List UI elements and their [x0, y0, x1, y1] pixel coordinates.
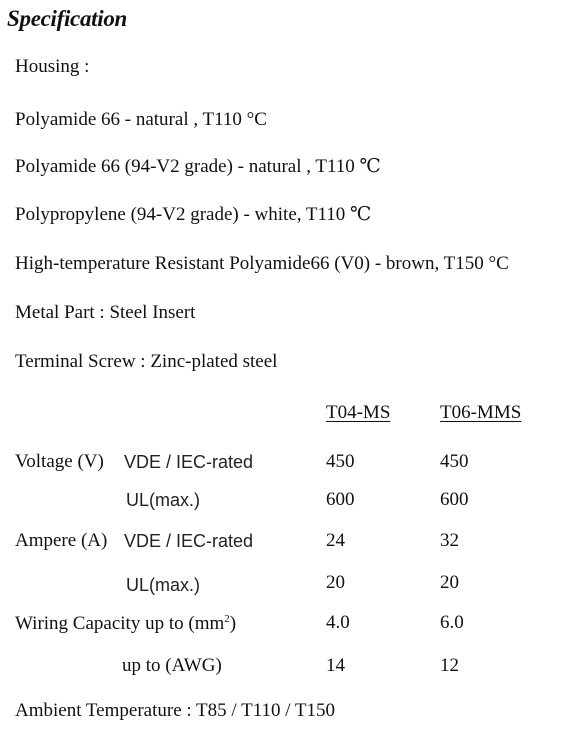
metal-part-spec: Metal Part : Steel Insert	[15, 302, 196, 323]
voltage-ul-t06: 600	[440, 489, 469, 510]
ambient-temperature-spec: Ambient Temperature : T85 / T110 / T150	[15, 700, 336, 721]
voltage-vde-t04: 450	[326, 451, 355, 472]
voltage-ul-t04: 600	[326, 489, 355, 510]
column-header-t06-mms: T06-MMS	[440, 402, 522, 423]
voltage-vde-label: VDE / IEC-rated	[124, 452, 254, 472]
wiring-capacity-label-text: Wiring Capacity up to (mm	[15, 613, 225, 634]
page-title: Specification	[7, 6, 128, 31]
ampere-vde-t04: 24	[326, 530, 345, 551]
wiring-capacity-superscript: 2	[224, 613, 230, 625]
ampere-ul-label: UL(max.)	[126, 575, 201, 595]
wiring-awg-t04: 14	[326, 655, 345, 676]
housing-material-1: Polyamide 66 - natural , T110 °C	[15, 109, 267, 130]
housing-heading: Housing :	[15, 56, 90, 77]
voltage-vde-t06: 450	[440, 451, 469, 472]
terminal-screw-spec: Terminal Screw : Zinc-plated steel	[15, 351, 278, 372]
wiring-capacity-label-close: )	[229, 613, 237, 634]
ampere-ul-t06: 20	[440, 572, 459, 593]
wiring-mm2-t04: 4.0	[326, 612, 350, 633]
wiring-capacity-label: Wiring Capacity up to (mm2)	[15, 613, 237, 634]
ampere-vde-t06: 32	[440, 530, 459, 551]
ampere-label: Ampere (A)	[15, 530, 108, 551]
wiring-awg-label: up to (AWG)	[122, 655, 222, 676]
housing-material-3: Polypropylene (94-V2 grade) - white, T11…	[15, 204, 372, 225]
ampere-vde-label: VDE / IEC-rated	[124, 531, 254, 551]
ampere-ul-t04: 20	[326, 572, 345, 593]
housing-material-2: Polyamide 66 (94-V2 grade) - natural , T…	[15, 156, 381, 177]
wiring-awg-t06: 12	[440, 655, 459, 676]
column-header-t04-ms: T04-MS	[326, 402, 391, 423]
housing-material-4: High-temperature Resistant Polyamide66 (…	[15, 253, 509, 274]
wiring-mm2-t06: 6.0	[440, 612, 464, 633]
voltage-ul-label: UL(max.)	[126, 490, 201, 510]
voltage-label: Voltage (V)	[15, 451, 104, 472]
